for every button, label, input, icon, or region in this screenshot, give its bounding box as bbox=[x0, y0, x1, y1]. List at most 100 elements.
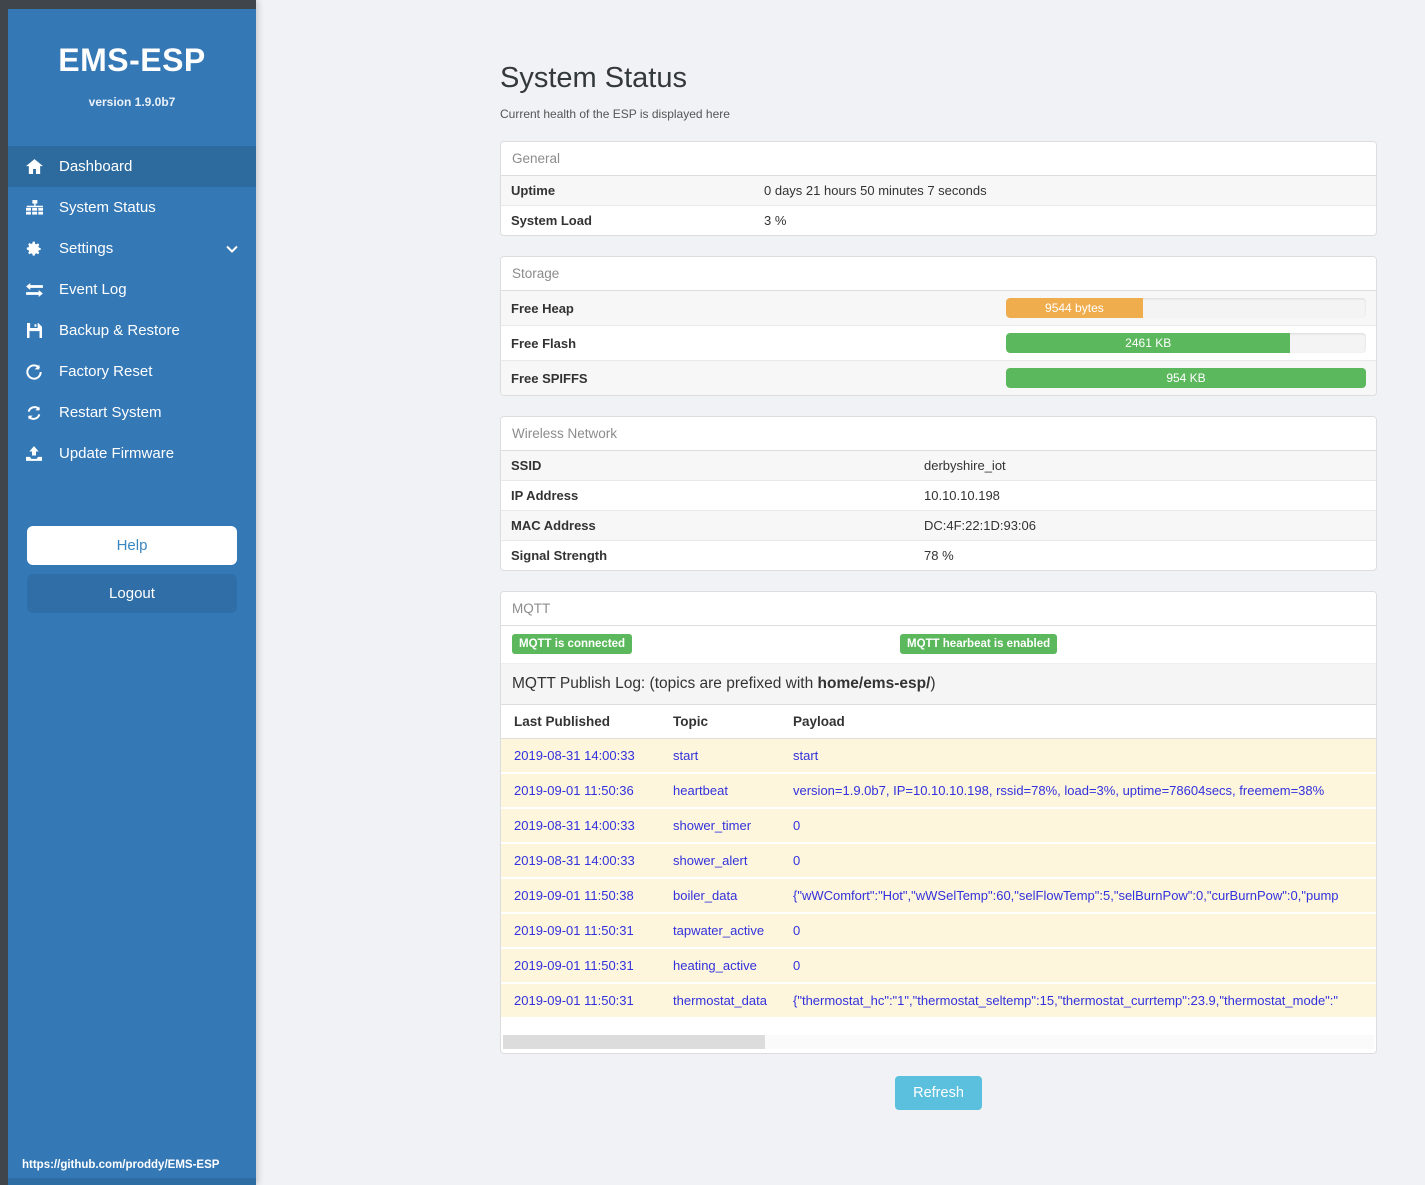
table-row: 2019-09-01 11:50:31 tapwater_active 0 bbox=[501, 913, 1376, 949]
free-heap-progress-fill: 9544 bytes bbox=[1006, 298, 1143, 318]
log-topic: shower_timer bbox=[660, 808, 780, 844]
sidebar-item-factory-reset[interactable]: Factory Reset bbox=[8, 351, 256, 392]
table-row: 2019-09-01 11:50:38 boiler_data {"wWComf… bbox=[501, 878, 1376, 914]
panel-mqtt: MQTT MQTT is connected MQTT hearbeat is … bbox=[500, 591, 1377, 1054]
sidebar-left-edge bbox=[0, 0, 8, 1185]
logout-button[interactable]: Logout bbox=[27, 574, 237, 613]
log-spacer bbox=[501, 1019, 1376, 1035]
sidebar-item-system-status[interactable]: System Status bbox=[8, 187, 256, 228]
panel-mqtt-heading: MQTT bbox=[501, 592, 1376, 626]
refresh-button[interactable]: Refresh bbox=[895, 1076, 982, 1110]
sidebar-item-label: Restart System bbox=[59, 404, 162, 421]
log-payload: 0 bbox=[780, 913, 1376, 949]
sidebar-item-update-firmware[interactable]: Update Firmware bbox=[8, 433, 256, 474]
free-spiffs-progress-fill: 954 KB bbox=[1006, 368, 1366, 388]
mqtt-status-row: MQTT is connected MQTT hearbeat is enabl… bbox=[501, 626, 1376, 664]
free-flash-progressbar: 2461 KB bbox=[1006, 333, 1366, 353]
log-payload: start bbox=[780, 738, 1376, 774]
log-topic: start bbox=[660, 738, 780, 774]
col-payload: Payload bbox=[780, 705, 1376, 739]
sidebar-item-event-log[interactable]: Event Log bbox=[8, 269, 256, 310]
log-title-topic-prefix: home/ems-esp/ bbox=[817, 675, 931, 692]
log-title-prefix: MQTT Publish Log: (topics are prefixed w… bbox=[512, 675, 818, 692]
sidebar-item-backup-restore[interactable]: Backup & Restore bbox=[8, 310, 256, 351]
sidebar: EMS-ESP version 1.9.0b7 Dashboard bbox=[0, 0, 256, 1185]
system-load-label: System Load bbox=[511, 213, 592, 228]
log-payload: 0 bbox=[780, 948, 1376, 984]
mqtt-publish-log-table: Last Published Topic Payload 2019-08-31 … bbox=[501, 705, 1376, 1019]
main-content: System Status Current health of the ESP … bbox=[256, 0, 1425, 1185]
sidebar-item-label: Dashboard bbox=[59, 158, 133, 175]
log-payload: 0 bbox=[780, 808, 1376, 844]
help-button[interactable]: Help bbox=[27, 526, 237, 565]
sidebar-item-label: System Status bbox=[59, 199, 156, 216]
sidebar-item-settings[interactable]: Settings bbox=[8, 228, 256, 269]
log-topic: tapwater_active bbox=[660, 913, 780, 949]
mqtt-heartbeat-badge: MQTT hearbeat is enabled bbox=[900, 634, 1058, 654]
table-row: Free Flash 2461 KB bbox=[501, 325, 1376, 361]
sidebar-item-label: Settings bbox=[59, 240, 114, 257]
log-topic: heartbeat bbox=[660, 773, 780, 809]
log-payload: version=1.9.0b7, IP=10.10.10.198, rssid=… bbox=[780, 773, 1376, 809]
page-subtitle: Current health of the ESP is displayed h… bbox=[500, 107, 730, 121]
log-payload: {"thermostat_hc":"1","thermostat_seltemp… bbox=[780, 983, 1376, 1019]
chevron-down-icon bbox=[226, 245, 238, 253]
ssid-label: SSID bbox=[511, 458, 542, 473]
table-row: Signal Strength 78 % bbox=[501, 540, 1376, 571]
mqtt-publish-log-title: MQTT Publish Log: (topics are prefixed w… bbox=[501, 664, 1376, 705]
mac-address-label: MAC Address bbox=[511, 518, 596, 533]
system-load-value: 3 % bbox=[764, 213, 787, 228]
horizontal-scrollbar bbox=[503, 1035, 1374, 1049]
free-heap-label: Free Heap bbox=[511, 300, 574, 316]
table-row: Uptime 0 days 21 hours 50 minutes 7 seco… bbox=[501, 176, 1376, 206]
log-time: 2019-09-01 11:50:31 bbox=[501, 948, 660, 984]
ip-address-label: IP Address bbox=[511, 488, 579, 503]
sidebar-nav: Dashboard System Status bbox=[8, 146, 256, 474]
signal-strength-label: Signal Strength bbox=[511, 548, 608, 563]
table-row: 2019-08-31 14:00:33 shower_timer 0 bbox=[501, 808, 1376, 844]
sitemap-icon bbox=[23, 200, 45, 215]
sidebar-item-label: Update Firmware bbox=[59, 445, 175, 462]
table-row: Free Heap 9544 bytes bbox=[501, 291, 1376, 326]
sidebar-item-restart-system[interactable]: Restart System bbox=[8, 392, 256, 433]
panel-storage: Storage Free Heap 9544 bytes Free Flash bbox=[500, 256, 1377, 396]
log-topic: shower_alert bbox=[660, 843, 780, 879]
log-topic: boiler_data bbox=[660, 878, 780, 914]
log-payload: 0 bbox=[780, 843, 1376, 879]
ip-address-value: 10.10.10.198 bbox=[924, 488, 1000, 503]
github-link[interactable]: https://github.com/proddy/EMS-ESP bbox=[22, 1159, 220, 1171]
signal-strength-value: 78 % bbox=[924, 548, 954, 563]
log-topic: thermostat_data bbox=[660, 983, 780, 1019]
home-icon bbox=[23, 159, 45, 174]
table-row: 2019-09-01 11:50:31 heating_active 0 bbox=[501, 948, 1376, 984]
log-time: 2019-08-31 14:00:33 bbox=[501, 808, 660, 844]
log-time: 2019-09-01 11:50:38 bbox=[501, 878, 660, 914]
panel-storage-heading: Storage bbox=[501, 257, 1376, 291]
uptime-value: 0 days 21 hours 50 minutes 7 seconds bbox=[764, 183, 987, 198]
table-row: 2019-09-01 11:50:31 thermostat_data {"th… bbox=[501, 983, 1376, 1019]
panel-wireless-heading: Wireless Network bbox=[501, 417, 1376, 451]
table-row: SSID derbyshire_iot bbox=[501, 451, 1376, 481]
sidebar-item-label: Factory Reset bbox=[59, 363, 153, 380]
sidebar-item-label: Backup & Restore bbox=[59, 322, 180, 339]
free-spiffs-label: Free SPIFFS bbox=[511, 370, 588, 386]
sidebar-top-edge bbox=[0, 0, 256, 9]
table-row: MAC Address DC:4F:22:1D:93:06 bbox=[501, 510, 1376, 541]
log-payload: {"wWComfort":"Hot","wWSelTemp":60,"selFl… bbox=[780, 878, 1376, 914]
sidebar-item-label: Event Log bbox=[59, 281, 127, 298]
col-topic: Topic bbox=[660, 705, 780, 739]
gear-icon bbox=[23, 241, 45, 257]
exchange-icon bbox=[23, 282, 45, 297]
scrollbar-thumb[interactable] bbox=[503, 1035, 765, 1049]
free-spiffs-progressbar: 954 KB bbox=[1006, 368, 1366, 388]
sidebar-item-dashboard[interactable]: Dashboard bbox=[8, 146, 256, 187]
table-row: 2019-09-01 11:50:36 heartbeat version=1.… bbox=[501, 773, 1376, 809]
panel-wireless: Wireless Network SSID derbyshire_iot IP … bbox=[500, 416, 1377, 571]
col-last-published: Last Published bbox=[501, 705, 660, 739]
panel-general-heading: General bbox=[501, 142, 1376, 176]
sidebar-bottom-edge bbox=[8, 1178, 256, 1185]
table-row: Free SPIFFS 954 KB bbox=[501, 360, 1376, 395]
refresh-icon bbox=[23, 405, 45, 421]
page-title: System Status bbox=[500, 62, 687, 94]
free-flash-progress-fill: 2461 KB bbox=[1006, 333, 1291, 353]
